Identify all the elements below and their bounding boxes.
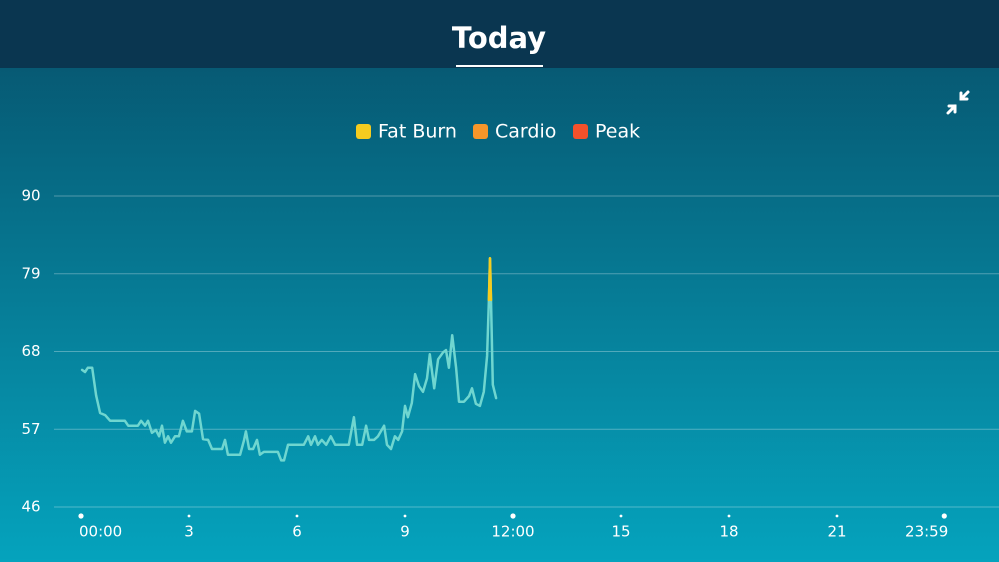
x-tick-label: 00:00 [79,523,122,541]
y-tick-label: 46 [21,498,40,516]
x-tick-label: 12:00 [491,523,534,541]
x-tick-label: 18 [719,523,738,541]
collapse-hit[interactable] [940,85,976,121]
x-tick-label: 9 [400,523,410,541]
legend-label: Peak [595,121,640,143]
x-tick-dot [78,513,84,519]
collapse-button[interactable] [940,85,976,121]
y-tick-label: 90 [21,187,40,205]
legend-label: Fat Burn [378,121,457,143]
heart-rate-line [80,256,498,462]
x-tick-label: 21 [827,523,846,541]
legend-swatch [573,124,588,139]
collapse-icon [959,90,970,101]
x-tick-dot [619,514,623,518]
collapse-icon [946,104,957,115]
x-tick-label: 15 [611,523,630,541]
x-tick-dot [727,514,731,518]
x-tick-dot [835,514,839,518]
x-tick-dot [941,513,947,519]
chart-title: Today [452,21,546,55]
legend-swatch [473,124,488,139]
y-tick-label: 79 [21,264,40,282]
x-tick-label: 23:59 [905,523,948,541]
legend-label: Cardio [495,121,556,143]
x-tick-dot [403,514,407,518]
title-underline [456,65,543,67]
header [0,0,999,68]
x-tick-dot [187,514,191,518]
heart-rate-line [487,256,493,302]
legend-swatch [356,124,371,139]
x-tick-label: 3 [184,523,194,541]
y-tick-label: 68 [21,342,40,360]
x-tick-dot [510,513,516,519]
x-tick-label: 6 [292,523,302,541]
x-tick-dot [295,514,299,518]
y-tick-label: 57 [21,420,40,438]
